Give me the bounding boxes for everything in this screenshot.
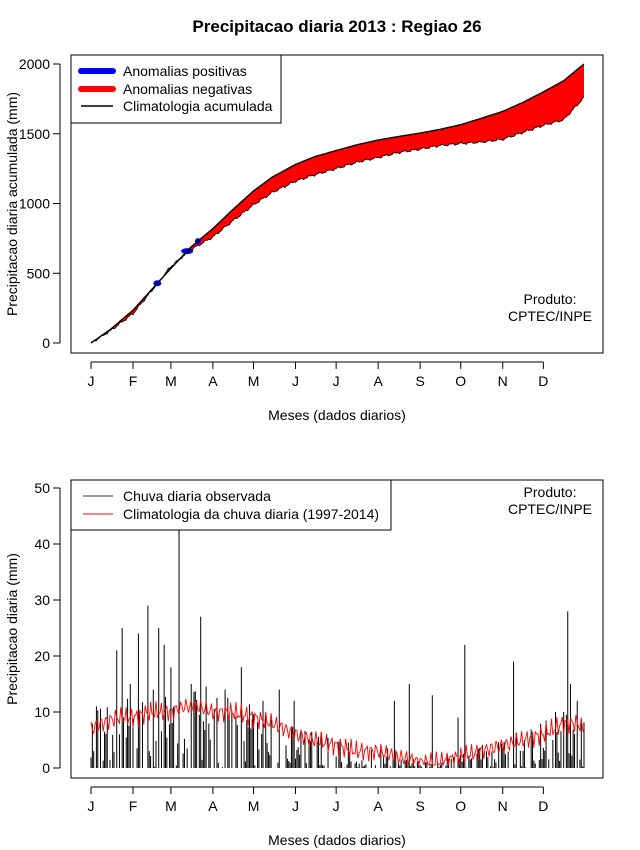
- y-axis-label: Precipitacao diaria acumulada (mm): [4, 92, 20, 316]
- x-tick-label: J: [88, 798, 95, 814]
- x-tick-label: D: [538, 798, 548, 814]
- annotation-cptec: CPTEC/INPE: [508, 501, 592, 517]
- series-climatology-daily: [90, 698, 585, 767]
- legend-label-climatology: Climatologia acumulada: [123, 98, 273, 114]
- y-axis: 0 10 20 30 40 50: [34, 480, 61, 776]
- x-tick-label: J: [88, 373, 95, 389]
- x-tick-label: F: [129, 798, 138, 814]
- x-tick-label: O: [455, 373, 466, 389]
- legend-label-negative: Anomalias negativas: [123, 81, 252, 97]
- x-tick-label: J: [333, 373, 340, 389]
- series-lines: [90, 63, 585, 344]
- x-tick-label: J: [333, 798, 340, 814]
- x-tick-label: M: [248, 798, 260, 814]
- x-tick-label: M: [165, 798, 177, 814]
- x-tick-label: S: [415, 373, 424, 389]
- y-tick-label: 40: [34, 536, 50, 552]
- legend-box: [70, 479, 392, 531]
- y-axis: 0 500 1000 1500 2000: [19, 56, 61, 351]
- y-tick-label: 1000: [19, 196, 50, 212]
- y-tick-label: 50: [34, 480, 50, 496]
- legend: Chuva diaria observada Climatologia da c…: [70, 479, 392, 531]
- x-tick-label: N: [498, 798, 508, 814]
- y-tick-label: 1500: [19, 126, 50, 142]
- x-tick-label: M: [248, 373, 260, 389]
- legend-label-positive: Anomalias positivas: [123, 63, 247, 79]
- y-tick-label: 2000: [19, 56, 50, 72]
- annotation-produto: Produto:: [524, 291, 577, 307]
- chart-title: Precipitacao diaria 2013 : Regiao 26: [192, 17, 481, 36]
- legend-label-observed: Chuva diaria observada: [123, 488, 271, 504]
- y-tick-label: 500: [27, 265, 51, 281]
- x-axis-label: Meses (dados diarios): [268, 407, 406, 423]
- series-climatology-accumulated: [90, 63, 585, 344]
- x-axis-label: Meses (dados diarios): [268, 832, 406, 848]
- x-tick-label: A: [208, 798, 218, 814]
- x-tick-label: J: [292, 798, 299, 814]
- y-tick-label: 0: [42, 760, 50, 776]
- x-tick-label: F: [129, 373, 138, 389]
- legend: Anomalias positivas Anomalias negativas …: [70, 54, 282, 124]
- x-tick-label: M: [165, 373, 177, 389]
- y-tick-label: 0: [42, 335, 50, 351]
- annotation-produto: Produto:: [524, 484, 577, 500]
- panel-accumulated: 0 500 1000 1500 2000 J F M A M J J A S O N D Meses (dad…: [4, 54, 604, 423]
- daily-bars: [90, 527, 585, 768]
- y-tick-label: 20: [34, 648, 50, 664]
- y-axis-label: Precipitacao diaria (mm): [4, 553, 20, 705]
- x-tick-label: N: [498, 373, 508, 389]
- x-tick-label: O: [455, 798, 466, 814]
- x-tick-label: A: [373, 373, 383, 389]
- x-tick-label: J: [292, 373, 299, 389]
- climatology-line: [90, 698, 585, 767]
- anomaly-negative-fill: [91, 64, 584, 343]
- plot-frame: [70, 54, 604, 354]
- x-tick-label: A: [373, 798, 383, 814]
- y-tick-label: 30: [34, 592, 50, 608]
- annotation-cptec: CPTEC/INPE: [508, 308, 592, 324]
- legend-label-climatology: Climatologia da chuva diaria (1997-2014): [123, 506, 379, 522]
- x-tick-label: S: [415, 798, 424, 814]
- x-tick-label: A: [208, 373, 218, 389]
- x-tick-label: D: [538, 373, 548, 389]
- panel-daily: 0 10 20 30 40 50 J F M A M J J A S O N D Meses (dados di…: [4, 479, 604, 848]
- y-tick-label: 10: [34, 704, 50, 720]
